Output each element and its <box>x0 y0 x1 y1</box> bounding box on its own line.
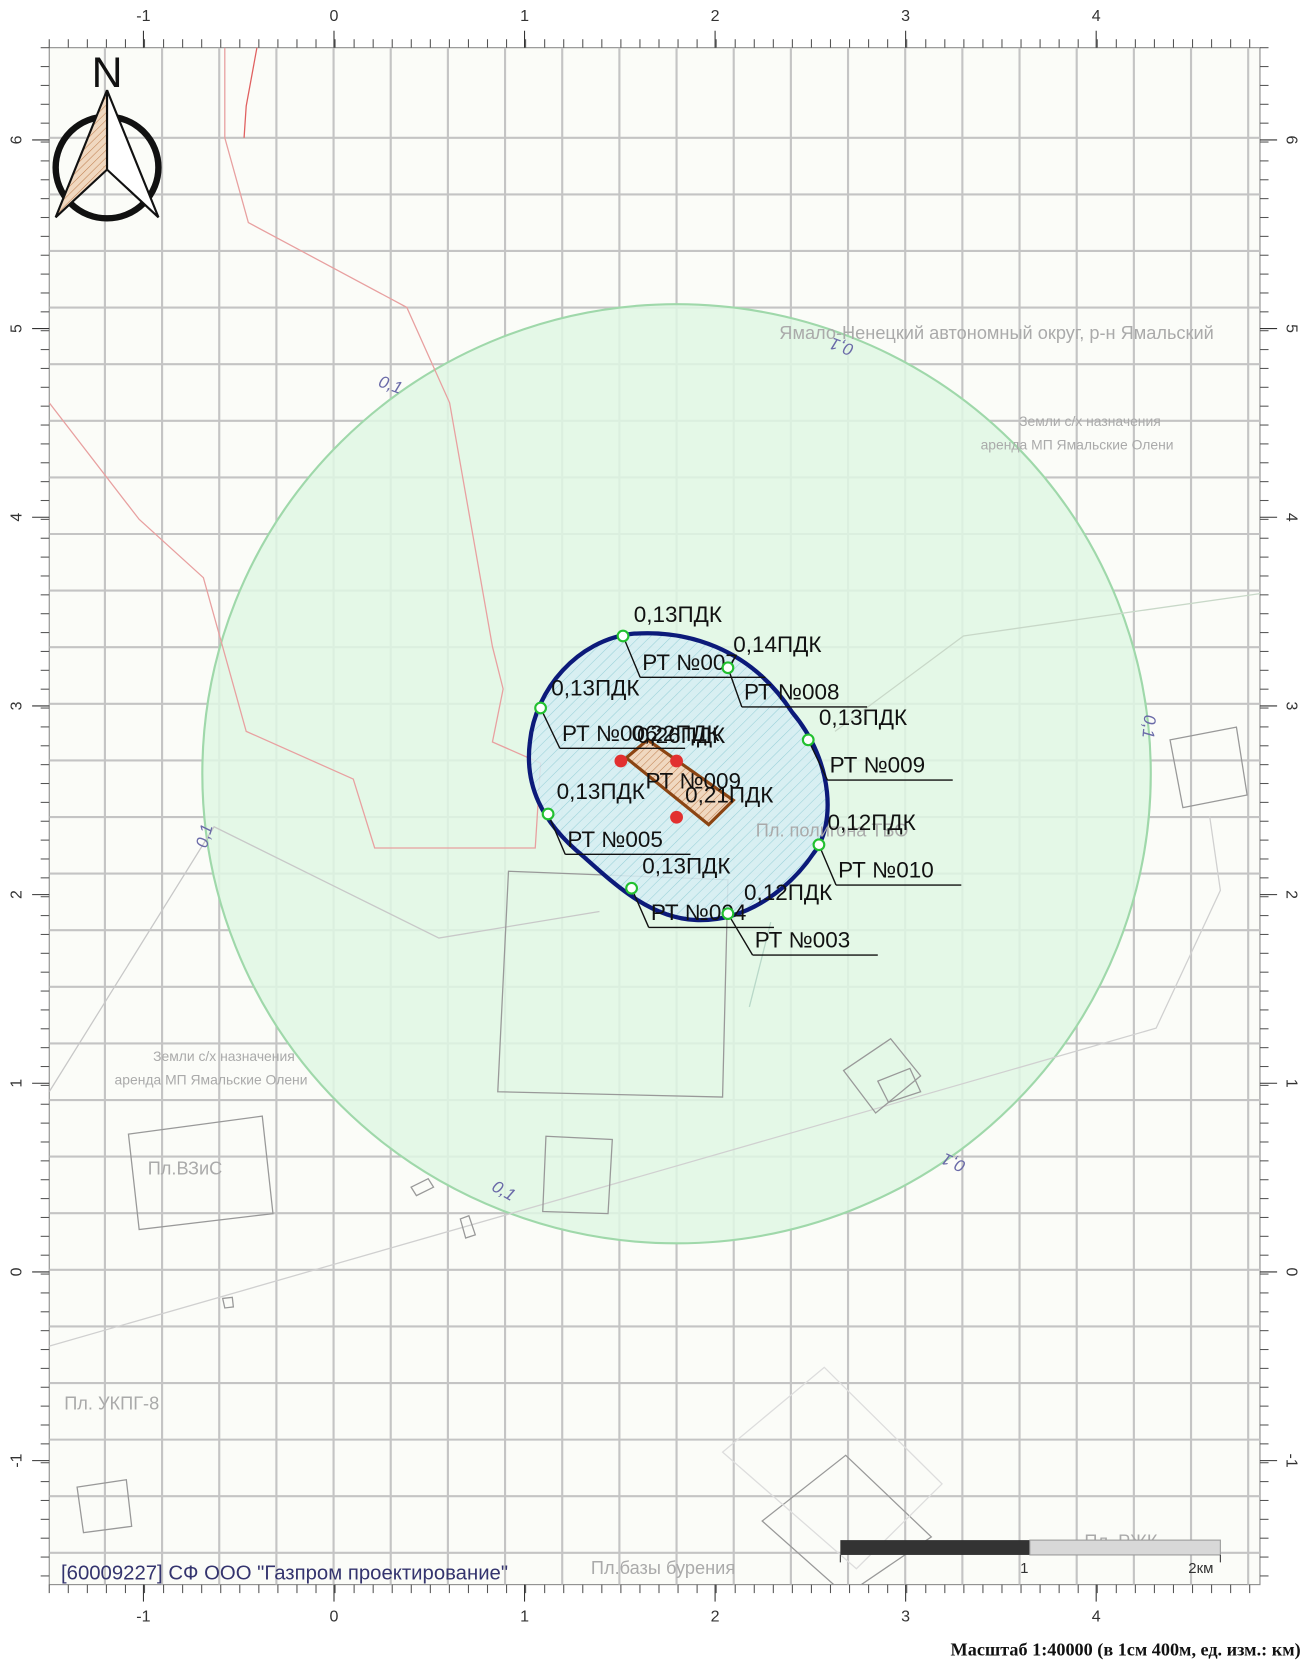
area-label: Пл. полигона ТБО <box>756 820 909 840</box>
center-label: 0,26ПДК <box>637 723 725 748</box>
source-marker <box>614 754 628 768</box>
point-name: РТ №009 <box>830 753 926 778</box>
point-value: 0,14ПДК <box>733 632 821 657</box>
y-tick-label: 6 <box>8 135 25 144</box>
y-tick-label: 1 <box>8 1079 25 1088</box>
y-tick-label: 3 <box>8 701 25 710</box>
labels: Ямало-Ненецкий автономный округ, р-н Яма… <box>64 323 1214 1578</box>
point-name: РТ №005 <box>567 827 663 852</box>
point-marker <box>812 838 826 852</box>
scale-bar-label: 2км <box>1188 1561 1213 1577</box>
point-marker <box>541 807 555 821</box>
leader-line <box>727 913 754 956</box>
point-value: 0,13ПДК <box>634 602 722 627</box>
leader-line <box>727 667 743 708</box>
y-tick-label: 6 <box>1283 135 1300 144</box>
x-tick-label: 3 <box>901 8 910 25</box>
scale-caption: Масштаб 1:40000 (в 1см 400м, ед. изм.: к… <box>951 1640 1301 1661</box>
leader-line <box>630 887 650 928</box>
center-label: РТ №009 <box>646 769 742 794</box>
leader-line <box>807 739 829 781</box>
scale-bar-label: 1 <box>1020 1561 1028 1577</box>
point-name: РТ №007 <box>642 650 738 675</box>
area-label: Пл.ВЗиС <box>148 1159 223 1179</box>
leader-line <box>539 707 561 749</box>
leader-line <box>547 813 566 855</box>
y-tick-label: 4 <box>1283 513 1300 522</box>
point-marker <box>616 629 630 643</box>
x-tick-label: 2 <box>711 8 720 25</box>
north-label: N <box>92 49 123 97</box>
center-label: 0,21ПДК <box>685 782 773 807</box>
y-tick-label: -1 <box>1283 1454 1300 1468</box>
point-value: 0,13ПДК <box>551 675 639 700</box>
y-tick-label: 0 <box>1283 1268 1300 1277</box>
scale-bar: 1 2км <box>839 1539 1221 1577</box>
x-tick-label: 0 <box>330 8 339 25</box>
source-marker <box>670 810 683 824</box>
site-outline <box>623 737 736 827</box>
x-tick-label: -1 <box>136 8 150 25</box>
area-label: Земли с/х назначения <box>153 1048 295 1064</box>
north-arrow: N <box>52 49 162 222</box>
organization: [60009227] СФ ООО "Газпром проектировани… <box>61 1562 508 1584</box>
x-tick-label: 1 <box>520 8 529 25</box>
x-tick-label: 4 <box>1092 1609 1101 1626</box>
point-value: 0,13ПДК <box>819 705 907 730</box>
x-tick-label: 2 <box>711 1609 720 1626</box>
area-label: аренда МП Ямальские Олени <box>115 1071 308 1087</box>
point-marker <box>534 701 548 715</box>
y-tick-label: 2 <box>8 890 25 899</box>
leader-line <box>622 635 641 678</box>
point-marker <box>801 733 815 747</box>
x-tick-label: -1 <box>136 1609 150 1626</box>
x-tick-label: 1 <box>520 1609 529 1626</box>
sources <box>614 754 683 824</box>
area-label: Пл.базы бурения <box>591 1558 735 1578</box>
point-marker <box>721 907 735 921</box>
source-marker <box>670 754 683 768</box>
contour-label: 0,1 <box>1138 714 1159 739</box>
x-tick-label: 3 <box>901 1609 910 1626</box>
area-label: Земли с/х назначения <box>1019 413 1161 429</box>
center-label: 0,22ПДК <box>632 721 720 746</box>
point-marker <box>625 881 639 895</box>
x-tick-label: 0 <box>330 1609 339 1626</box>
y-tick-label: 5 <box>1283 324 1300 333</box>
x-tick-label: 4 <box>1092 8 1101 25</box>
y-tick-label: 3 <box>1283 702 1300 711</box>
y-tick-label: 4 <box>8 513 25 522</box>
point-name: РТ №010 <box>838 858 934 883</box>
point-value: 0,13ПДК <box>557 779 645 804</box>
point-marker <box>721 661 735 675</box>
point-value: 0,13ПДК <box>642 853 730 878</box>
map-content: Ямало-Ненецкий автономный округ, р-н Яма… <box>49 47 1260 1585</box>
y-tick-label: -1 <box>8 1453 25 1467</box>
y-tick-label: 2 <box>1283 890 1300 899</box>
y-tick-label: 1 <box>1283 1079 1300 1088</box>
y-tick-label: 5 <box>8 324 25 333</box>
point-name: РТ №008 <box>744 680 840 705</box>
y-tick-label: 0 <box>8 1267 25 1276</box>
area-label: Пл. УКПГ-8 <box>64 1394 159 1414</box>
point-name: РТ №006 <box>562 721 658 746</box>
area-label: аренда МП Ямальские Олени <box>981 436 1174 452</box>
point-name: РТ №003 <box>755 928 851 953</box>
point-value: 0,12ПДК <box>827 810 915 835</box>
axis-ticks: -1 -1 0 0 1 1 2 2 3 3 4 4 6 6 5 5 4 4 3 3 2 2 1 1 0 0 -1 -1 <box>8 8 1299 1625</box>
ruler <box>40 39 1269 1594</box>
leader-line <box>818 844 837 886</box>
area-label: Ямало-Ненецкий автономный округ, р-н Яма… <box>779 323 1213 343</box>
point-value: 0,12ПДК <box>744 880 832 905</box>
